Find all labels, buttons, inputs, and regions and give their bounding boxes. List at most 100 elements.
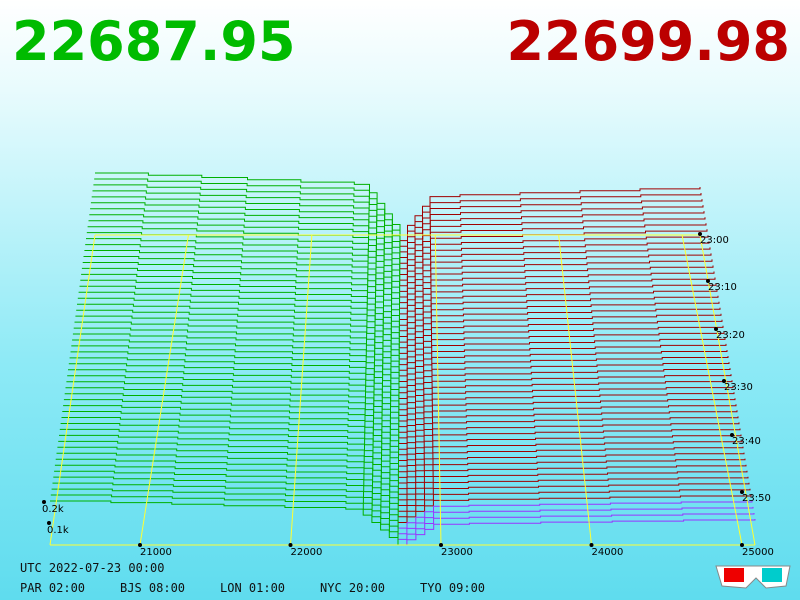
ask-depth-line [399,253,712,298]
ask-depth-line [398,386,734,422]
timezone: NYC 20:00 [320,581,385,595]
ask-depth-line [398,458,746,490]
bid-depth-line [66,381,400,433]
timezone: PAR 02:00 [20,581,85,595]
price-tick [288,543,293,547]
price-label: 22000 [291,547,323,558]
bid-depth-line [86,238,401,297]
left-edge [49,234,96,546]
price-label: 23000 [441,547,473,558]
bid-depth-line [79,285,400,343]
bid-depth-line [77,297,400,354]
ask-depth-line [399,356,729,394]
bid-depth-line [81,267,400,326]
bid-price: 22687.95 [12,10,296,73]
time-label: 23:00 [700,235,729,246]
price-label: 21000 [140,547,172,558]
bid-depth-line [56,452,399,500]
bid-depth-line [67,375,400,427]
ask-depth-line [398,482,750,512]
price-grid-line [139,234,189,546]
depth-lines [50,172,756,546]
bid-depth-line [78,291,400,348]
ask-depth-line [399,319,723,360]
timezone: LON 01:00 [220,581,285,595]
ask-depth-line [398,392,735,428]
bid-depth-line [83,256,400,314]
bid-depth-line [74,321,400,376]
bid-depth-line [75,315,400,371]
bid-depth-line [64,393,400,444]
ask-depth-line [399,277,716,320]
ask-depth-line [398,380,733,416]
bid-depth-line [52,482,399,529]
ask-depth-line [399,217,706,264]
depth-tick [47,521,51,525]
ask-depth-line [399,289,718,332]
time-tick [740,490,744,494]
price-grid-line [290,234,313,546]
ask-depth-line [398,519,756,546]
bid-depth-line [58,440,399,489]
price-tick [439,543,443,547]
ask-depth-line [398,428,741,461]
time-label: 23:20 [716,330,745,341]
ask-depth-line [398,440,743,473]
price-label: 24000 [592,547,624,558]
time-tick [706,279,710,283]
ask-depth-line [399,199,703,247]
ask-depth-line [400,193,702,242]
ask-depth-line [399,307,721,349]
timezone: BJS 08:00 [120,581,185,595]
bid-depth-line [82,262,400,320]
time-tick [730,433,734,437]
time-tick [714,327,718,331]
ask-depth-line [399,265,714,309]
time-label: 23:30 [724,382,753,393]
bid-depth-line [76,309,400,365]
timezone: TYO 09:00 [420,581,485,595]
price-grid-line [434,234,442,546]
bid-depth-line [80,279,400,337]
bid-depth-line [68,363,400,416]
bid-depth-line [73,327,400,382]
bid-depth-line [69,357,400,410]
ask-depth-line [398,362,730,399]
bid-depth-line [70,351,400,405]
ask-depth-line [399,301,720,343]
bid-depth-line [72,339,400,393]
bid-depth-line [60,423,399,472]
ask-depth-line [399,241,710,287]
ask-depth-line [398,446,744,478]
bid-depth-line [71,345,400,399]
bid-depth-line [59,428,399,478]
ask-depth-line [398,422,740,456]
bid-depth-line [85,244,401,303]
right-edge [699,234,756,546]
bid-depth-line [54,470,399,517]
ask-depth-line [399,325,724,366]
bid-depth-line [77,303,400,359]
time-label: 23:40 [732,436,761,447]
ask-depth-line [399,259,713,304]
ask-depth-line [398,410,738,444]
bid-depth-line [53,476,399,523]
bid-depth-line [84,250,400,309]
ask-depth-line [398,464,747,495]
bid-depth-line [54,464,399,512]
time-tick [722,379,726,383]
ask-depth-line [398,404,737,439]
bid-depth-line [87,226,401,286]
price-tick [589,543,594,547]
ask-depth-line [399,223,707,270]
price-tick [138,543,142,547]
bid-depth-line [51,488,399,534]
bid-depth-line [72,333,400,388]
price-grid-line [681,234,743,546]
ask-depth-line [399,350,728,388]
bid-depth-line [50,494,399,540]
time-label: 23:50 [742,493,771,504]
ask-depth-line [398,452,745,484]
depth-label: 0.2k [42,504,64,515]
